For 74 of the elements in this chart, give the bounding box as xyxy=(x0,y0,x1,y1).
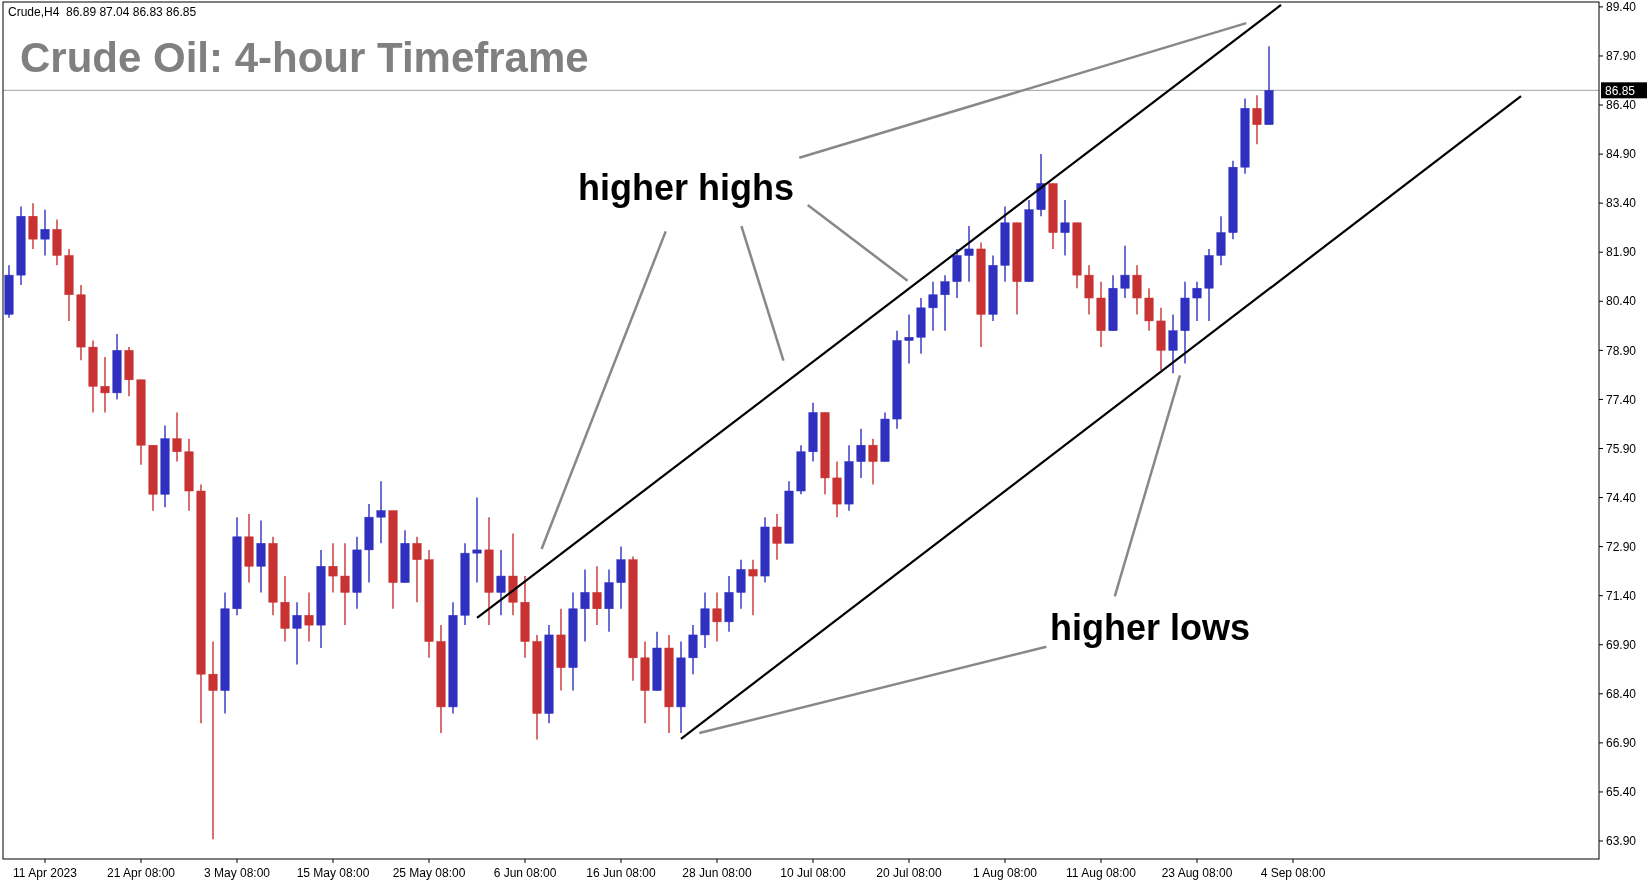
candlestick xyxy=(376,480,386,545)
x-tick-label: 20 Jul 08:00 xyxy=(876,866,943,880)
candlestick xyxy=(592,565,602,626)
ref-line-label: 86.85 xyxy=(1605,83,1636,98)
y-tick-label: 89.40 xyxy=(1606,0,1637,15)
candlestick xyxy=(1120,244,1130,299)
candlestick xyxy=(712,591,722,643)
candlestick xyxy=(868,437,878,486)
candlestick xyxy=(772,513,782,561)
candlestick xyxy=(1216,215,1226,267)
candlestick xyxy=(964,225,974,283)
candlestick xyxy=(292,601,302,666)
y-tick-label: 71.40 xyxy=(1606,588,1637,603)
candlestick xyxy=(940,274,950,332)
candlestick xyxy=(172,411,182,463)
candlestick xyxy=(496,549,506,617)
x-tick-label: 11 Aug 08:00 xyxy=(1066,866,1137,880)
y-tick-label: 83.40 xyxy=(1606,196,1637,211)
candlestick xyxy=(340,542,350,626)
text: Crude Oil: 4-hour Timeframe xyxy=(20,34,589,81)
y-tick-label: 80.40 xyxy=(1606,294,1637,309)
x-tick-label: 15 May 08:00 xyxy=(296,866,370,880)
candlestick xyxy=(304,591,314,643)
candlestick xyxy=(1168,313,1178,374)
y-tick-label: 65.40 xyxy=(1606,785,1637,800)
y-tick-label: 75.90 xyxy=(1606,441,1637,456)
annotation: higher lows xyxy=(1050,607,1251,648)
y-tick-label: 66.90 xyxy=(1606,736,1637,751)
candlestick xyxy=(1060,199,1070,257)
candlestick xyxy=(100,356,110,414)
x-tick-label: 6 Jun 08:00 xyxy=(493,866,557,880)
x-tick-label: 28 Jun 08:00 xyxy=(682,866,753,880)
candlestick xyxy=(904,313,914,365)
candlestick xyxy=(688,624,698,675)
candlestick xyxy=(1132,264,1142,316)
candlestick xyxy=(472,496,482,584)
candlestick xyxy=(1252,94,1262,145)
annotation: higher highs xyxy=(578,167,794,208)
candlestick xyxy=(1084,264,1094,316)
y-tick-label: 81.90 xyxy=(1606,245,1637,260)
candlestick xyxy=(748,559,758,617)
y-tick-label: 86.40 xyxy=(1606,98,1637,113)
candlestick xyxy=(256,519,266,594)
y-tick-label: 87.90 xyxy=(1606,49,1637,64)
x-tick-label: 10 Jul 08:00 xyxy=(780,866,847,880)
candlestick xyxy=(412,536,422,603)
x-tick-label: 3 May 08:00 xyxy=(203,866,271,880)
candlestick xyxy=(616,545,626,610)
candlestick xyxy=(736,559,746,610)
candlestick xyxy=(28,202,38,250)
y-tick-label: 72.90 xyxy=(1606,539,1637,554)
y-tick-label: 68.40 xyxy=(1606,687,1637,702)
x-tick-label: 21 Apr 08:00 xyxy=(106,866,176,880)
candlestick xyxy=(580,568,590,643)
y-tick-label: 63.90 xyxy=(1606,834,1637,849)
candlestick xyxy=(40,209,50,257)
y-tick-label: 78.90 xyxy=(1606,343,1637,358)
candlestick xyxy=(328,542,338,594)
x-tick-label: 4 Sep 08:00 xyxy=(1260,866,1326,880)
y-tick-label: 84.90 xyxy=(1606,147,1637,162)
y-tick-label: 69.90 xyxy=(1606,637,1637,652)
y-tick-label: 74.40 xyxy=(1606,490,1637,505)
x-tick-label: 16 Jun 08:00 xyxy=(586,866,657,880)
x-tick-label: 1 Aug 08:00 xyxy=(972,866,1038,880)
x-tick-label: 11 Apr 2023 xyxy=(13,866,78,880)
y-tick-label: 77.40 xyxy=(1606,392,1637,407)
candlestick xyxy=(1144,287,1154,332)
x-tick-label: 23 Aug 08:00 xyxy=(1161,866,1233,880)
candlestick xyxy=(208,640,218,841)
candlestick xyxy=(928,280,938,332)
candlestick xyxy=(1192,280,1202,322)
candlestick xyxy=(856,428,866,479)
x-tick-label: 25 May 08:00 xyxy=(392,866,466,880)
annotation: Crude,H4 86.89 87.04 86.83 86.85 xyxy=(8,5,197,19)
